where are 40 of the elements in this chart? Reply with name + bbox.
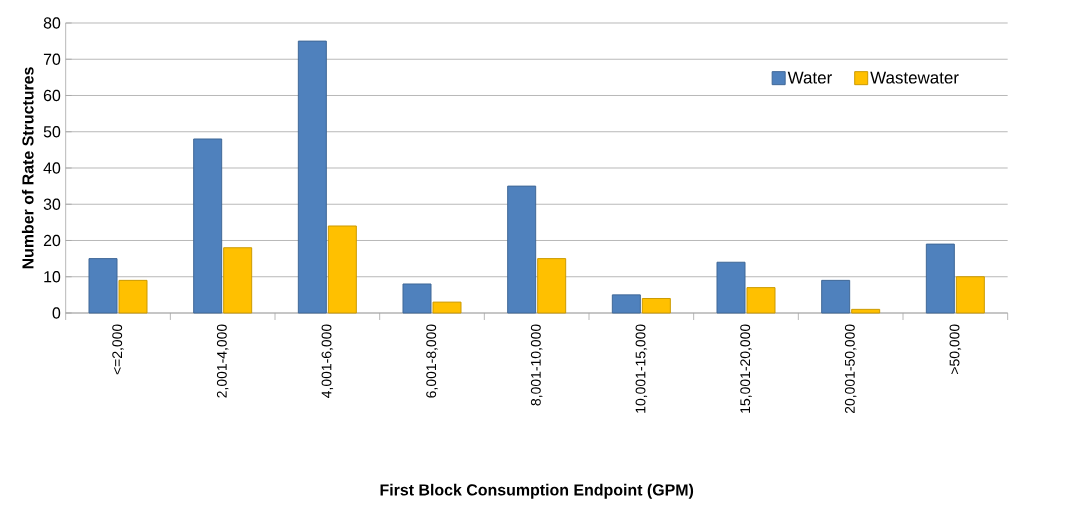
bar bbox=[641, 297, 671, 314]
y-tick-label: 10 bbox=[44, 271, 61, 283]
x-tick-label: 2,001-4,000 bbox=[216, 324, 229, 398]
y-tick-label: 80 bbox=[43, 17, 61, 29]
x-tick-label: 8,001-10,000 bbox=[530, 324, 543, 406]
y-tick-label: 60 bbox=[43, 89, 61, 102]
legend-label: Water bbox=[787, 71, 832, 84]
bar bbox=[716, 261, 746, 314]
bar bbox=[193, 138, 223, 314]
y-tick-label: 70 bbox=[43, 53, 61, 65]
bar bbox=[118, 279, 148, 314]
y-tick-label: 0 bbox=[52, 307, 61, 319]
bar bbox=[432, 301, 462, 314]
x-tick-label: 15,001-20,000 bbox=[740, 324, 752, 413]
bar bbox=[327, 225, 357, 314]
y-axis-title: Number of Rate Structures bbox=[21, 67, 34, 269]
x-axis-title: First Block Consumption Endpoint (GPM) bbox=[380, 483, 694, 499]
legend-label: Wastewater bbox=[870, 71, 959, 84]
bar bbox=[746, 287, 776, 314]
y-tick-label: 20 bbox=[43, 234, 61, 247]
x-tick-label: 20,001-50,000 bbox=[844, 324, 857, 414]
bar bbox=[88, 258, 118, 314]
bar bbox=[507, 185, 537, 314]
x-tick-label: >50,000 bbox=[949, 324, 962, 374]
bar bbox=[537, 258, 567, 314]
x-tick-label: 4,001-6,000 bbox=[321, 324, 334, 398]
x-tick-label: 10,001-15,000 bbox=[635, 324, 648, 413]
bar bbox=[851, 308, 881, 314]
y-tick-label: 50 bbox=[43, 126, 61, 138]
y-tick-label: 30 bbox=[43, 198, 61, 210]
bar bbox=[297, 40, 327, 314]
bar bbox=[955, 276, 985, 314]
x-tick-label: <=2,000 bbox=[112, 324, 124, 375]
bar bbox=[925, 243, 955, 314]
bar bbox=[821, 279, 851, 314]
bar bbox=[402, 283, 432, 314]
x-tick-label: 6,001-8,000 bbox=[426, 324, 438, 398]
y-tick-label: 40 bbox=[43, 162, 61, 174]
bar bbox=[223, 247, 253, 314]
bar bbox=[611, 294, 641, 314]
